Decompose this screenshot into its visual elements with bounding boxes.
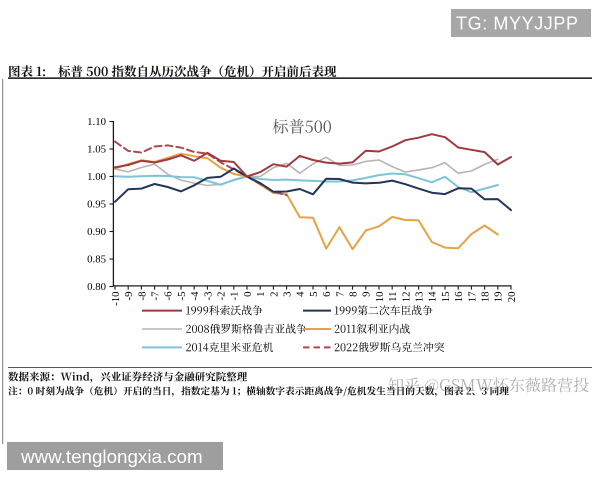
svg-text:12: 12 [400,292,412,303]
svg-text:-2: -2 [216,292,228,301]
svg-text:11: 11 [387,292,399,302]
svg-text:-7: -7 [150,291,162,301]
svg-text:20: 20 [506,292,518,303]
svg-text:16: 16 [453,291,465,302]
svg-text:-6: -6 [163,291,175,301]
svg-text:-1: -1 [229,292,241,301]
svg-text:14: 14 [427,291,439,302]
svg-text:7: 7 [334,291,346,297]
svg-text:3: 3 [282,292,294,297]
svg-text:9: 9 [361,292,373,297]
svg-text:1: 1 [255,292,267,297]
svg-text:-4: -4 [189,291,201,301]
svg-text:0.80: 0.80 [87,281,106,293]
svg-text:0.95: 0.95 [87,199,106,211]
svg-text:1.00: 1.00 [87,171,106,183]
svg-text:-5: -5 [176,292,188,301]
svg-text:4: 4 [295,291,307,297]
svg-text:6: 6 [321,291,333,297]
svg-text:15: 15 [440,292,452,303]
svg-text:-8: -8 [136,292,148,301]
svg-text:19: 19 [493,292,505,303]
svg-text:8: 8 [348,292,360,297]
svg-text:-10: -10 [110,292,122,306]
svg-text:18: 18 [480,292,492,303]
svg-text:www.tenglongxia.com: www.tenglongxia.com [20,446,203,467]
svg-text:-9: -9 [123,292,135,301]
svg-text:1.10: 1.10 [87,116,106,128]
svg-text:-3: -3 [202,292,214,301]
svg-text:TG: MYYJJPP: TG: MYYJJPP [456,14,579,34]
svg-text:13: 13 [414,292,426,303]
svg-text:0: 0 [242,292,254,297]
svg-text:2: 2 [268,292,280,297]
svg-text:0.85: 0.85 [87,254,106,266]
svg-text:1.05: 1.05 [87,144,106,156]
svg-text:0.90: 0.90 [87,226,106,238]
svg-text:5: 5 [308,292,320,297]
svg-text:17: 17 [466,291,478,302]
svg-text:10: 10 [374,292,386,303]
